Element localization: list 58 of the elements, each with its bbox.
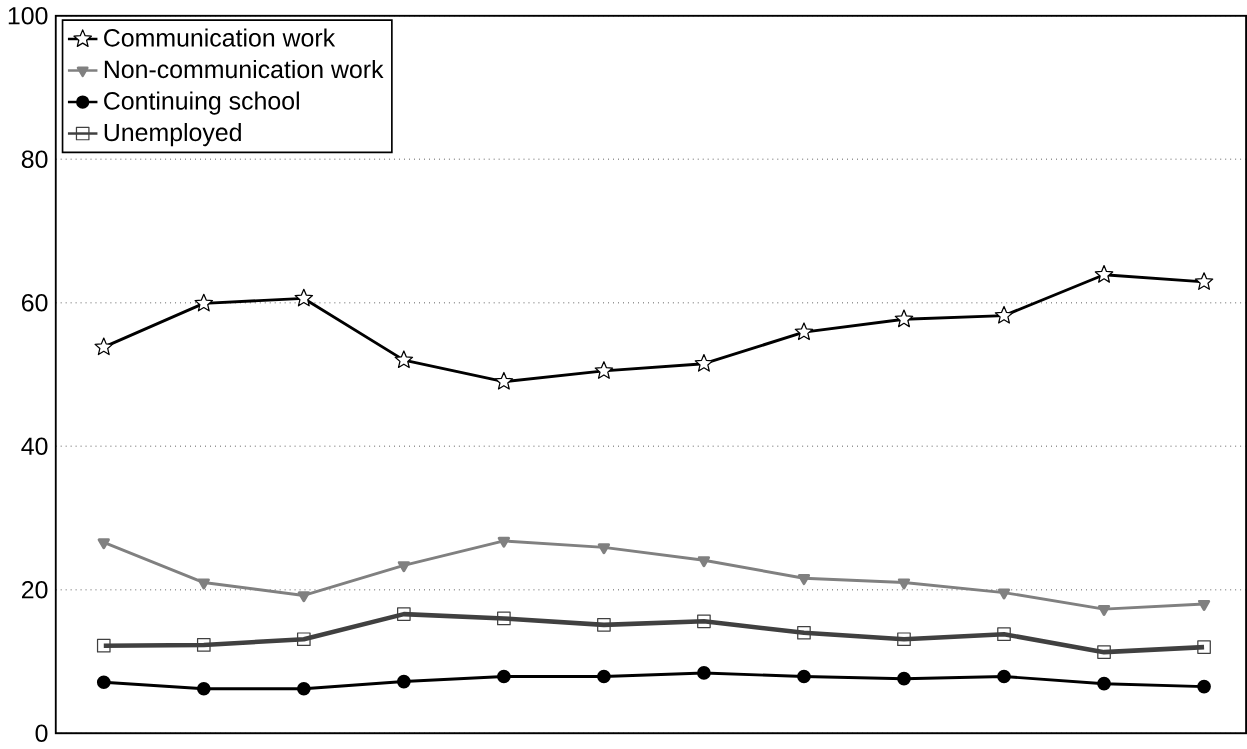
point <box>497 536 510 548</box>
legend-label: Non-communication work <box>104 59 384 79</box>
point <box>96 638 111 653</box>
point <box>997 627 1011 642</box>
point <box>196 681 211 696</box>
point <box>997 588 1011 600</box>
point <box>694 353 714 372</box>
y-tick-label: 20 <box>21 580 48 599</box>
point <box>597 543 611 555</box>
point <box>97 538 110 550</box>
point <box>497 611 511 626</box>
point <box>1197 640 1211 654</box>
point <box>397 561 410 573</box>
point <box>196 638 211 652</box>
point <box>397 674 411 689</box>
point <box>96 675 111 690</box>
point <box>1197 599 1211 611</box>
point <box>296 681 311 696</box>
point <box>897 578 911 590</box>
point <box>494 371 514 390</box>
point <box>897 671 911 686</box>
point <box>597 669 611 684</box>
point <box>197 578 210 590</box>
point <box>394 350 414 369</box>
point <box>697 556 711 568</box>
point <box>497 669 511 684</box>
point <box>797 669 811 684</box>
point <box>897 632 911 647</box>
legend-label: Continuing school <box>104 91 299 115</box>
y-tick-label: 80 <box>21 150 48 169</box>
legend-label: Unemployed <box>104 123 241 147</box>
point <box>1094 265 1114 283</box>
point <box>797 625 811 640</box>
y-tick-label: 100 <box>8 6 48 25</box>
y-tick-label: 0 <box>35 724 48 743</box>
point <box>194 293 214 312</box>
point <box>296 632 311 647</box>
point <box>997 669 1011 684</box>
legend-label: Communication work <box>104 28 336 47</box>
point <box>294 288 314 307</box>
point <box>697 666 711 680</box>
point <box>597 618 611 632</box>
point <box>297 591 310 603</box>
point <box>94 337 114 356</box>
point <box>1097 604 1111 616</box>
point <box>1194 272 1214 290</box>
point <box>994 305 1014 324</box>
point <box>594 361 614 379</box>
point <box>894 309 914 328</box>
point <box>1097 676 1111 691</box>
point <box>397 607 411 621</box>
y-tick-label: 60 <box>22 293 48 312</box>
point <box>794 322 814 341</box>
point <box>1197 679 1211 694</box>
point <box>697 614 711 629</box>
point <box>797 574 811 586</box>
point <box>1097 645 1111 660</box>
y-tick-label: 40 <box>21 437 48 456</box>
